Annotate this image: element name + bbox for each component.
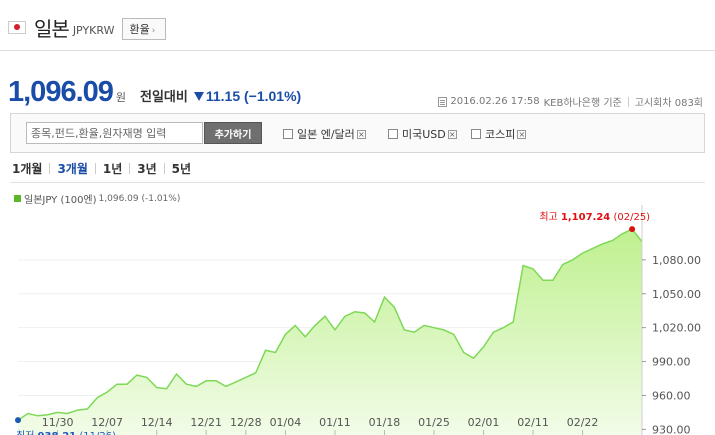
y-tick-label-4: 1,050.00 [652,288,701,301]
x-tick-label-11: 02/22 [567,416,599,429]
rate-notice: 고시회차 083회 [634,98,703,109]
compare-item-usd: 미국USD × [388,126,457,142]
compare-item-label: 코스피 [485,128,516,141]
rate-meta: 2016.02.26 17:58 KEB하나은행 기준 고시회차 083회 [438,94,703,109]
legend-value: 1,096.09 (-1.01%) [98,193,181,204]
period-separator [163,163,165,174]
japan-flag-icon [8,20,26,34]
y-tick-label-2: 990.00 [652,356,691,369]
tab-period-3[interactable]: 3년 [137,162,157,176]
period-separator [49,163,51,174]
period-separator [129,163,131,174]
compare-item-jpy-usd: 일본 엔/달러 × [283,126,366,142]
meta-separator [627,96,629,107]
series-line [17,228,643,421]
chart-legend: 일본JPY (100엔) 1,096.09 (-1.01%) [14,191,180,206]
price-row: 1,096.09 원 전일대비 11.15 (−1.01%) [8,76,301,109]
currency-code: JPYKRW [72,23,115,37]
period-tabs: 1개월 3개월 1년 3년 5년 [10,160,193,177]
high-label: 최고 1,107.24 (02/25) [539,211,650,223]
period-separator [94,163,96,174]
rate-bank: KEB하나은행 기준 [543,98,622,109]
x-tick-label-3: 12/21 [190,416,222,429]
title-bar: 일본 JPYKRW 환율 › [8,12,167,42]
current-price: 1,096.09 [8,76,114,108]
compare-search-input[interactable] [26,122,203,144]
compare-checkbox[interactable] [471,129,481,139]
x-tick-label-8: 01/25 [418,416,450,429]
exchange-rate-chart: 930.00 960.00 990.00 1,020.00 1,050.00 1,080.… [15,205,701,435]
tab-period-2[interactable]: 1년 [102,162,123,176]
price-change: 11.15 (−1.01%) [205,88,302,104]
add-compare-button[interactable]: 추가하기 [204,122,262,144]
compare-item-kospi: 코스피 × [471,126,527,142]
exchange-rate-link-label: 환율 [129,23,150,36]
compare-item-label: 일본 엔/달러 [297,128,355,141]
y-tick-label-5: 1,080.00 [652,254,701,267]
period-divider [10,182,705,183]
x-tick-label-9: 02/01 [468,416,500,429]
x-tick-label-0: 11/30 [42,416,74,429]
low-label: 최저 938.21 (11/26) [16,430,116,435]
compare-checkbox[interactable] [388,129,398,139]
document-icon [438,96,448,107]
tab-period-0[interactable]: 1개월 [12,162,43,176]
x-tick-label-7: 01/18 [369,416,401,429]
compare-box: 추가하기 일본 엔/달러 × 미국USD × 코스피 × [10,113,705,153]
legend-label: 일본JPY (100엔) [24,195,97,206]
exchange-rate-link[interactable]: 환율 › [122,18,167,40]
high-point [629,226,636,233]
x-tick-label-4: 12/28 [230,416,262,429]
x-tick-label-2: 12/14 [141,416,173,429]
legend-swatch [14,195,21,202]
change-label: 전일대비 [140,90,188,105]
x-tick-label-10: 02/11 [517,416,549,429]
header-divider [0,50,715,51]
y-tick-label-1: 960.00 [652,389,691,402]
x-tick-label-6: 01/11 [319,416,351,429]
tab-period-1[interactable]: 3개월 [57,162,88,176]
x-tick-label-1: 12/07 [91,416,123,429]
price-unit: 원 [115,91,127,104]
close-icon[interactable]: × [517,129,527,139]
close-icon[interactable]: × [356,129,366,139]
x-tick-label-5: 01/04 [270,416,302,429]
close-icon[interactable]: × [447,129,457,139]
low-point [15,417,21,424]
country-name: 일본 [34,16,70,41]
down-triangle-icon [193,92,204,101]
y-tick-label-3: 1,020.00 [652,322,701,335]
tab-period-4[interactable]: 5년 [171,162,192,176]
rate-datetime: 2016.02.26 17:58 [450,96,540,107]
compare-checkbox[interactable] [283,129,293,139]
y-tick-label-0: 930.00 [652,423,691,435]
chevron-right-icon: › [151,26,156,36]
series-area [18,229,642,435]
compare-item-label: 미국USD [402,128,446,141]
